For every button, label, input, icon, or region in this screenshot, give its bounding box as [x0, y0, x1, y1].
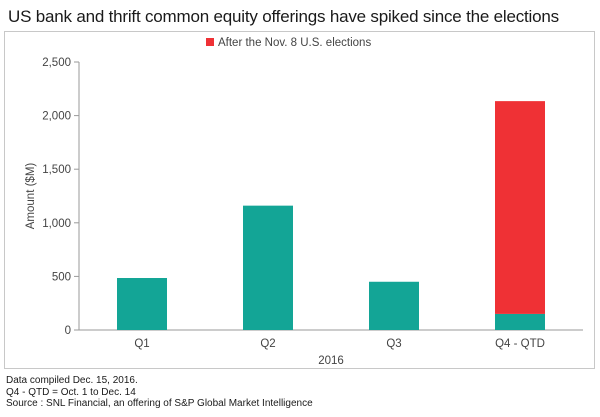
y-tick-label: 2,500 [42, 57, 71, 69]
bar-base-q4-qtd [495, 313, 545, 330]
x-tick-label: Q4 - QTD [495, 338, 545, 350]
y-tick-label: 2,000 [42, 111, 71, 123]
x-tick-label: Q1 [134, 338, 149, 350]
y-tick-label: 500 [52, 271, 71, 283]
x-tick-label: Q2 [260, 338, 275, 350]
bars [117, 101, 545, 330]
footer-note-qtd: Q4 - QTD = Oct. 1 to Dec. 14 [6, 386, 136, 398]
y-axis-title: Amount ($M) [25, 163, 37, 230]
legend-swatch-after-election [206, 38, 214, 46]
y-tick-label: 1,500 [42, 164, 71, 176]
legend-label-after-election: After the Nov. 8 U.S. elections [218, 37, 371, 49]
x-tick-label: Q3 [386, 338, 401, 350]
legend: After the Nov. 8 U.S. elections [206, 37, 371, 49]
footer-notes: Data compiled Dec. 15, 2016. Q4 - QTD = … [6, 375, 313, 410]
x-axis-title: 2016 [318, 355, 344, 367]
footer-note-compiled: Data compiled Dec. 15, 2016. [6, 375, 138, 386]
x-axis-ticks: Q1 Q2 Q3 Q4 - QTD [134, 338, 545, 350]
bar-base-q1 [117, 278, 167, 330]
bar-base-q3 [369, 281, 419, 330]
y-tick-label: 0 [65, 325, 71, 337]
footer-note-source: Source : SNL Financial, an offering of S… [6, 398, 313, 409]
chart-title: US bank and thrift common equity offerin… [8, 7, 559, 26]
bar-base-q2 [243, 205, 293, 330]
y-tick-label: 1,000 [42, 218, 71, 230]
y-axis-ticks: 0 500 1,000 1,500 2,000 2,500 [42, 57, 79, 337]
bar-after-election-q4-qtd [495, 101, 545, 314]
